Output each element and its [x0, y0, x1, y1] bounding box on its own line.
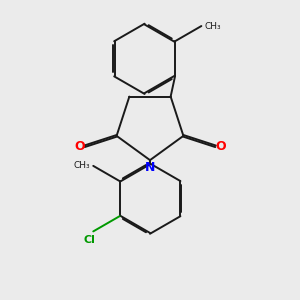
Text: O: O: [74, 140, 85, 153]
Text: Cl: Cl: [84, 235, 96, 245]
Text: N: N: [145, 161, 155, 175]
Text: CH₃: CH₃: [73, 161, 90, 170]
Text: O: O: [215, 140, 226, 153]
Text: CH₃: CH₃: [205, 22, 221, 31]
